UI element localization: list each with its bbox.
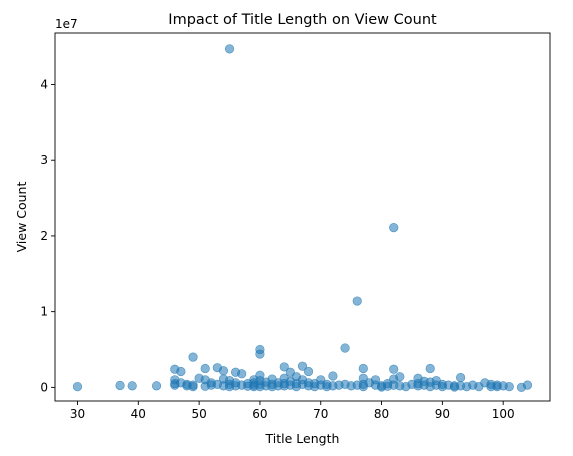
x-ticks: 30 40 50 60 70 80 90 100: [70, 401, 515, 421]
y-tick-label: 2: [40, 229, 48, 243]
data-point: [188, 352, 198, 362]
x-tick-label: 90: [435, 407, 450, 421]
data-point: [352, 296, 362, 306]
data-point: [255, 349, 265, 359]
x-tick-label: 30: [70, 407, 85, 421]
y-tick-label: 4: [40, 77, 48, 91]
x-tick-label: 50: [191, 407, 206, 421]
data-point: [504, 382, 514, 392]
points-layer: [72, 44, 533, 392]
data-point: [151, 381, 162, 391]
data-point: [224, 44, 235, 54]
data-point: [389, 223, 399, 233]
axes-frame: [54, 32, 551, 402]
data-point: [218, 366, 229, 376]
data-point: [279, 362, 289, 372]
data-point: [303, 366, 314, 377]
data-point: [188, 382, 198, 392]
data-point: [340, 343, 350, 353]
data-point: [358, 363, 368, 374]
data-point: [370, 375, 381, 385]
data-point: [456, 372, 466, 383]
data-point: [72, 382, 83, 392]
x-tick-label: 40: [131, 407, 146, 421]
data-point: [425, 363, 435, 374]
y-ticks: 0 1 2 3 4: [40, 77, 55, 394]
y-axis-offset-label: 1e7: [55, 17, 78, 31]
data-point: [200, 363, 210, 374]
x-tick-label: 100: [492, 407, 515, 421]
data-point: [176, 366, 186, 377]
y-tick-label: 0: [40, 380, 48, 394]
x-tick-label: 80: [374, 407, 389, 421]
data-point: [389, 364, 399, 374]
x-axis-label: Title Length: [265, 431, 340, 446]
data-point: [115, 380, 125, 391]
data-point: [237, 369, 247, 379]
y-tick-label: 1: [40, 305, 48, 319]
data-point: [522, 380, 533, 390]
data-point: [285, 367, 295, 377]
chart-title: Impact of Title Length on View Count: [168, 12, 437, 28]
y-axis-label: View Count: [14, 182, 29, 253]
data-point: [328, 371, 338, 381]
x-tick-label: 60: [252, 407, 267, 421]
data-point: [395, 372, 405, 382]
y-tick-label: 3: [40, 153, 48, 167]
data-point: [127, 381, 137, 391]
x-tick-label: 70: [313, 407, 328, 421]
data-point: [297, 361, 308, 371]
